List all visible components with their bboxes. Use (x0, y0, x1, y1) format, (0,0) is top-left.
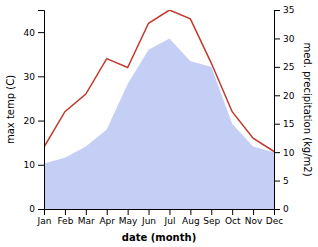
tick-label: 20 (283, 91, 295, 101)
tick-mark (274, 95, 280, 96)
chart: JanFebMarAprMayJunJulAugSepOctNovDec0102… (0, 0, 318, 247)
tick: 5 (274, 176, 289, 186)
tick-label: Jul (164, 216, 176, 226)
tick-label: 10 (283, 148, 295, 158)
tick-mark (149, 209, 150, 215)
tick-mark (38, 32, 44, 33)
tick-mark (253, 209, 254, 215)
tick: 35 (274, 5, 294, 15)
y-axis-title: max temp (C) (5, 75, 16, 144)
area (44, 38, 274, 209)
tick: 10 (274, 148, 295, 158)
tick-mark (107, 209, 108, 215)
tick-mark (274, 124, 280, 125)
tick-label: Dec (266, 216, 283, 226)
tick-label: Apr (99, 216, 115, 226)
tick-label: Sep (203, 216, 220, 226)
tick-label: 0 (283, 204, 289, 214)
tick-mark (65, 209, 66, 215)
tick-mark (232, 209, 233, 215)
tick-mark (274, 67, 280, 68)
tick: Feb (57, 209, 73, 226)
tick-mark (38, 76, 44, 77)
tick-label: 20 (24, 116, 36, 126)
tick: 15 (274, 119, 294, 129)
tick-label: Jun (141, 216, 156, 226)
tick-mark (274, 181, 280, 182)
plot: JanFebMarAprMayJunJulAugSepOctNovDec0102… (5, 5, 313, 243)
tick-label: 0 (29, 204, 35, 214)
tick: 30 (274, 34, 295, 44)
x-axis-title: date (month) (122, 232, 196, 243)
tick: Oct (225, 209, 241, 226)
tick-mark (128, 209, 129, 215)
tick-label: Oct (225, 216, 241, 226)
tick: 40 (24, 27, 44, 37)
tick-mark (274, 209, 280, 210)
tick-label: May (119, 216, 138, 226)
tick-mark (274, 10, 280, 11)
tick: Apr (99, 209, 115, 226)
tick-label: Nov (245, 216, 263, 226)
tick-mark (169, 209, 170, 215)
tick: 20 (24, 116, 44, 126)
tick-label: Mar (78, 216, 95, 226)
tick-mark (190, 209, 191, 215)
tick: 30 (24, 72, 44, 82)
axis-line (275, 11, 281, 210)
tick: 25 (274, 62, 294, 72)
tick-label: Jan (37, 216, 52, 226)
tick-label: 30 (24, 72, 36, 82)
tick: Jun (141, 209, 156, 226)
y2-axis: 0 5 10 15 20 25 30 35 (274, 5, 295, 214)
tick-label: 5 (283, 176, 289, 186)
tick-label: 15 (283, 119, 294, 129)
tick-mark (211, 209, 212, 215)
tick-mark (274, 38, 280, 39)
tick-mark (86, 209, 87, 215)
tick-label: 40 (24, 27, 36, 37)
tick: Jul (164, 209, 176, 226)
tick-mark (38, 121, 44, 122)
tick: Mar (78, 209, 95, 226)
marks (44, 10, 274, 209)
tick-label: 30 (283, 34, 295, 44)
tick-label: 10 (24, 160, 36, 170)
axis-line (45, 210, 275, 216)
tick: Nov (245, 209, 263, 226)
y-axis: 0 10 20 30 40 (24, 11, 45, 215)
y2-axis-title: med. precipitation (kg/m2) (302, 42, 313, 176)
tick-label: Feb (57, 216, 73, 226)
line (44, 10, 274, 152)
tick-mark (38, 165, 44, 166)
tick: 0 (29, 204, 44, 214)
tick: May (119, 209, 138, 226)
x-axis: Jan Feb Mar Apr MayJun Jul AugSep Oct NovDec (37, 209, 284, 226)
tick: Aug (182, 209, 200, 226)
tick-label: Aug (182, 216, 200, 226)
axis-line (38, 11, 45, 210)
tick: Dec (266, 209, 283, 226)
tick: 20 (274, 91, 295, 101)
tick-label: 35 (283, 5, 294, 15)
tick-label: 25 (283, 62, 294, 72)
tick-mark (274, 152, 280, 153)
tick: 10 (24, 160, 44, 170)
tick: Jan (37, 209, 52, 226)
tick-mark (38, 209, 44, 210)
tick: Sep (203, 209, 220, 226)
tick: 0 (274, 204, 289, 214)
